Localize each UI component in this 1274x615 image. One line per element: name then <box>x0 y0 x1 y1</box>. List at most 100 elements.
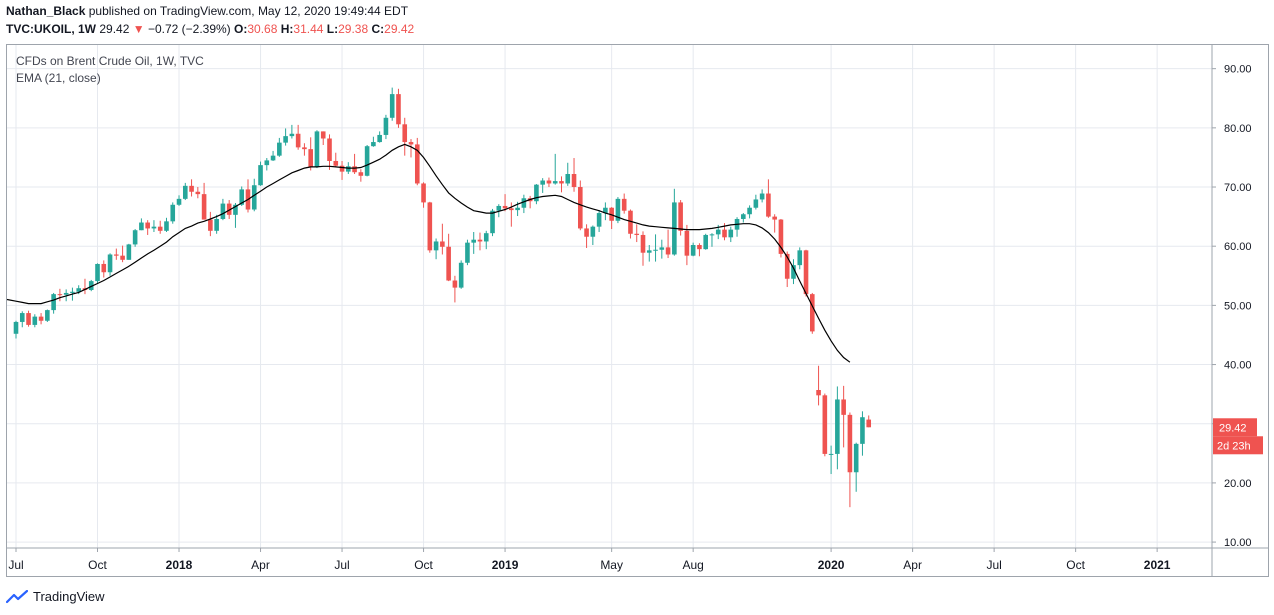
candle-body-down <box>120 255 125 260</box>
candle-body-up <box>483 233 489 242</box>
y-tick-label: 20.00 <box>1224 478 1252 490</box>
candle-body-up <box>76 288 81 292</box>
candle-body-up <box>753 199 759 208</box>
high-value: 31.44 <box>293 22 324 36</box>
x-tick-label: 2020 <box>818 558 845 572</box>
candle-body-up <box>458 262 464 288</box>
low-value: 29.38 <box>338 22 369 36</box>
candle-body-down <box>559 181 564 184</box>
candle-body-up <box>603 207 608 214</box>
candle-body-down <box>26 313 31 325</box>
candle-body-down <box>226 203 232 215</box>
candle-body-down <box>339 165 345 172</box>
low-label: L: <box>326 22 339 36</box>
candle-body-up <box>176 198 182 205</box>
x-tick-label: May <box>600 558 623 572</box>
candle-body-up <box>471 239 477 243</box>
candle-body-up <box>797 250 803 266</box>
ohlc-line: TVC:UKOIL, 1W 29.42 ▼ −0.72 (−2.39%) O:3… <box>6 22 414 36</box>
candle-body-up <box>258 165 263 186</box>
candle-body-up <box>490 210 495 234</box>
candle-body-down <box>803 250 809 295</box>
candle-body-up <box>835 399 840 454</box>
countdown-badge <box>1213 436 1263 455</box>
candle-body-down <box>208 219 213 231</box>
candle-body-down <box>440 241 445 247</box>
tradingview-logo[interactable]: TradingView <box>6 589 105 604</box>
ema-legend: EMA (21, close) <box>16 71 101 85</box>
candle-body-up <box>653 249 658 251</box>
candle-body-up <box>552 181 558 184</box>
last-price-badge <box>1213 418 1257 437</box>
candle-body-up <box>289 133 295 137</box>
candle-body-down <box>809 294 815 332</box>
candle-body-down <box>189 185 194 192</box>
candle-body-up <box>164 221 169 231</box>
close-label: C: <box>371 22 385 36</box>
candle-body-up <box>214 218 219 231</box>
candle-body-up <box>860 417 865 444</box>
y-tick-label: 50.00 <box>1224 300 1252 312</box>
candle-body-up <box>32 316 38 325</box>
candle-body-up <box>51 294 56 311</box>
candle-body-down <box>195 191 201 195</box>
candle-body-down <box>157 226 163 231</box>
publication-line: Nathan_Black published on TradingView.co… <box>6 4 408 18</box>
candle-body-down <box>502 205 508 209</box>
candle-body-down <box>784 253 790 279</box>
candle-body-up <box>521 198 527 208</box>
candle-body-down <box>621 198 627 211</box>
candle-body-up <box>151 226 157 229</box>
published-text: published on TradingView.com, May 12, 20… <box>88 4 409 18</box>
symbol-text: TVC:UKOIL, 1W <box>6 22 96 36</box>
candle-body-down <box>452 280 458 288</box>
candle-body-down <box>320 131 326 139</box>
candle-body-up <box>170 204 176 222</box>
candle-body-down <box>847 414 853 473</box>
candle-body-down <box>427 202 433 251</box>
candle-body-down <box>333 160 339 166</box>
candle-body-up <box>371 142 376 147</box>
candle-body-up <box>88 281 94 290</box>
candle-body-up <box>220 203 226 219</box>
candle-body-down <box>408 142 414 145</box>
candle-body-up <box>853 443 859 473</box>
y-tick-label: 40.00 <box>1224 360 1252 372</box>
candle-body-up <box>465 242 470 263</box>
candle-body-up <box>264 160 270 166</box>
x-tick-label: Jul <box>986 558 1001 572</box>
candle-body-up <box>383 117 389 135</box>
candle-body-up <box>715 229 721 235</box>
x-tick-label: Jul <box>8 558 23 572</box>
x-tick-label: Aug <box>682 558 703 572</box>
candle-body-down <box>302 147 307 150</box>
candle-body-down <box>822 395 828 454</box>
y-tick-label: 70.00 <box>1224 182 1252 194</box>
x-tick-label: Apr <box>251 558 270 572</box>
x-tick-label: 2021 <box>1144 558 1171 572</box>
candle-body-up <box>741 214 746 219</box>
high-label: H: <box>280 22 294 36</box>
candle-body-down <box>446 246 451 281</box>
candle-body-up <box>747 207 752 215</box>
candle-body-up <box>389 94 395 118</box>
candle-body-down <box>352 166 357 173</box>
candle-body-up <box>132 230 138 245</box>
close-value: 29.42 <box>384 22 415 36</box>
candle-body-up <box>182 185 188 199</box>
candle-body-up <box>277 142 282 156</box>
chart-frame <box>6 44 1269 577</box>
candle-body-up <box>364 146 370 176</box>
candle-body-up <box>45 310 50 321</box>
candle-body-down <box>816 389 821 396</box>
candle-body-down <box>421 183 426 203</box>
candle-body-up <box>728 229 734 238</box>
logo-text: TradingView <box>33 589 105 604</box>
x-tick-label: Oct <box>1066 558 1085 572</box>
candle-body-up <box>515 207 520 211</box>
candle-body-up <box>233 204 238 215</box>
open-value: 30.68 <box>247 22 278 36</box>
candle-body-up <box>283 136 288 143</box>
publisher-name: Nathan_Black <box>6 4 86 18</box>
